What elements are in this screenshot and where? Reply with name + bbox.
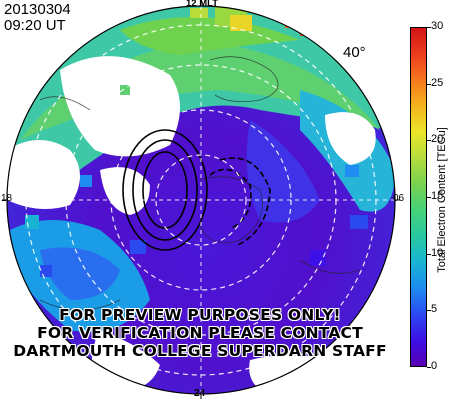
colorbar: [410, 27, 427, 367]
colorbar-title: Total Electron Content [TECu]: [436, 127, 448, 273]
colorbar-tick-mark: [427, 83, 431, 85]
colorbar-tick-mark: [427, 367, 431, 368]
colorbar-tick-label: 0: [431, 360, 438, 372]
mlt-grid: [7, 6, 395, 394]
colorbar-tick-mark: [427, 310, 431, 312]
colorbar-tick-label: 25: [431, 76, 444, 89]
convection-contours: [122, 129, 271, 251]
colorbar-tick-mark: [427, 27, 431, 28]
time-label: 09:20 UT: [4, 17, 66, 34]
colorbar-tick-label: 10: [431, 246, 444, 259]
mlt-label-top: 12 MLT: [186, 0, 219, 9]
colorbar-tick-label: 30: [431, 20, 444, 32]
latitude-label: 40°: [343, 44, 366, 61]
mlt-ticks: [2, 1, 400, 399]
colorbar-tick-label: 20: [431, 133, 444, 146]
colorbar-tick-label: 15: [431, 190, 444, 202]
colorbar-tick-mark: [427, 140, 431, 142]
colorbar-tick-label: 5: [431, 303, 438, 316]
mlt-label-right: 06: [393, 193, 405, 204]
colorbar-tick-mark: [427, 253, 431, 255]
mlt-label-bottom: 24: [194, 388, 206, 399]
colorbar-tick-mark: [427, 197, 431, 198]
date-label: 20130304: [4, 1, 71, 18]
watermark-line-2: FOR VERIFICATION PLEASE CONTACT: [37, 324, 363, 342]
mlt-label-left: 18: [1, 193, 13, 204]
watermark-line-1: FOR PREVIEW PURPOSES ONLY!: [59, 306, 341, 324]
watermark-line-3: DARTMOUTH COLLEGE SUPERDARN STAFF: [13, 342, 387, 360]
coastlines: [39, 56, 361, 311]
